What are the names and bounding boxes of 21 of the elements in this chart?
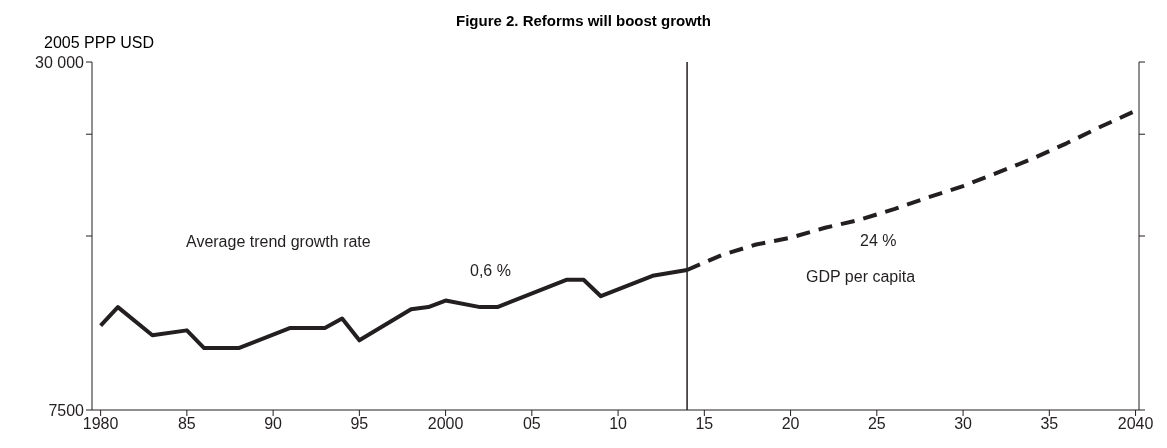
x-tick-label: 90 <box>264 415 283 433</box>
annotation: 0,6 % <box>470 262 511 280</box>
x-tick-label: 30 <box>954 415 973 433</box>
x-tick-label: 10 <box>609 415 628 433</box>
x-tick-label: 95 <box>350 415 369 433</box>
x-tick-label: 1980 <box>82 415 119 433</box>
chart-title: Figure 2. Reforms will boost growth <box>455 12 712 29</box>
y-tick-label: 30 000 <box>35 53 85 71</box>
annotation: 24 % <box>860 232 897 250</box>
annotation: GDP per capita <box>806 268 916 286</box>
y-tick-label: 7500 <box>48 401 85 419</box>
x-tick-label: 05 <box>522 415 541 433</box>
x-tick-label: 35 <box>1040 415 1059 433</box>
annotation: Average trend growth rate <box>186 233 371 251</box>
x-tick-label: 15 <box>695 415 714 433</box>
x-tick-label: 85 <box>177 415 196 433</box>
x-tick-label: 25 <box>867 415 886 433</box>
y-axis-title: 2005 PPP USD <box>44 34 154 52</box>
x-tick-label: 2040 <box>1117 415 1154 433</box>
x-tick-label: 2000 <box>427 415 464 433</box>
x-tick-label: 20 <box>781 415 800 433</box>
